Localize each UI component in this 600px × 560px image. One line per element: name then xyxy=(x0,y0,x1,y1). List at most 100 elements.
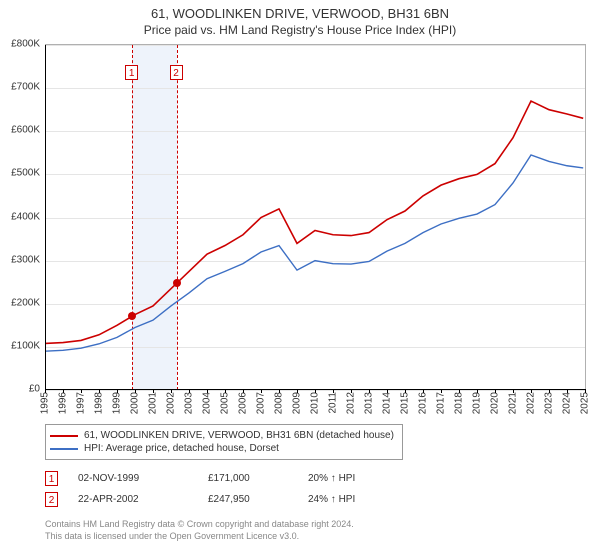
sale-event-row: 1 02-NOV-1999 £171,000 20% ↑ HPI xyxy=(45,468,355,489)
series-hpi-line xyxy=(45,155,583,351)
y-tick-label: £500K xyxy=(0,168,40,179)
x-tick-label: 2014 xyxy=(382,392,393,414)
x-tick-mark xyxy=(369,389,370,393)
x-tick-mark xyxy=(477,389,478,393)
x-tick-label: 2025 xyxy=(580,392,591,414)
x-tick-mark xyxy=(333,389,334,393)
x-tick-label: 2024 xyxy=(562,392,573,414)
x-tick-mark xyxy=(315,389,316,393)
chart-container: 61, WOODLINKEN DRIVE, VERWOOD, BH31 6BN … xyxy=(0,0,600,560)
x-tick-label: 2004 xyxy=(202,392,213,414)
x-tick-label: 2011 xyxy=(328,392,339,414)
x-tick-mark xyxy=(351,389,352,393)
x-tick-mark xyxy=(513,389,514,393)
x-tick-label: 2007 xyxy=(256,392,267,414)
sale-event-marker: 1 xyxy=(45,471,58,486)
y-tick-label: £400K xyxy=(0,211,40,222)
x-tick-label: 2006 xyxy=(238,392,249,414)
y-tick-label: £100K xyxy=(0,340,40,351)
x-tick-mark xyxy=(531,389,532,393)
y-tick-label: £600K xyxy=(0,125,40,136)
footnote-line: This data is licensed under the Open Gov… xyxy=(45,530,354,542)
x-tick-mark xyxy=(549,389,550,393)
y-tick-label: £200K xyxy=(0,297,40,308)
x-tick-mark xyxy=(81,389,82,393)
sale-event-delta: 20% ↑ HPI xyxy=(308,473,355,484)
x-tick-label: 2021 xyxy=(508,392,519,414)
x-tick-label: 1999 xyxy=(112,392,123,414)
x-tick-mark xyxy=(45,389,46,393)
x-tick-mark xyxy=(279,389,280,393)
x-tick-label: 2018 xyxy=(454,392,465,414)
sale-event-price: £247,950 xyxy=(208,494,288,505)
sale-event-price: £171,000 xyxy=(208,473,288,484)
x-tick-label: 1996 xyxy=(58,392,69,414)
sale-events-table: 1 02-NOV-1999 £171,000 20% ↑ HPI 2 22-APR-200… xyxy=(45,468,355,510)
sale-event-date: 22-APR-2002 xyxy=(78,494,188,505)
x-tick-label: 2019 xyxy=(472,392,483,414)
x-tick-label: 2005 xyxy=(220,392,231,414)
chart-subtitle: Price paid vs. HM Land Registry's House … xyxy=(0,21,600,41)
x-tick-label: 2002 xyxy=(166,392,177,414)
legend-label: 61, WOODLINKEN DRIVE, VERWOOD, BH31 6BN … xyxy=(84,430,394,441)
x-tick-mark xyxy=(243,389,244,393)
x-tick-label: 1995 xyxy=(40,392,51,414)
footnote: Contains HM Land Registry data © Crown c… xyxy=(45,518,354,542)
legend-label: HPI: Average price, detached house, Dors… xyxy=(84,443,279,454)
x-tick-label: 2013 xyxy=(364,392,375,414)
series-property-line xyxy=(45,101,583,343)
x-tick-label: 2010 xyxy=(310,392,321,414)
x-tick-label: 2003 xyxy=(184,392,195,414)
x-tick-mark xyxy=(63,389,64,393)
x-tick-label: 2009 xyxy=(292,392,303,414)
series-svg xyxy=(45,45,585,390)
x-tick-mark xyxy=(225,389,226,393)
x-tick-label: 2017 xyxy=(436,392,447,414)
x-tick-mark xyxy=(189,389,190,393)
x-tick-mark xyxy=(423,389,424,393)
y-axis-line xyxy=(45,45,46,390)
x-tick-label: 2008 xyxy=(274,392,285,414)
x-tick-label: 2001 xyxy=(148,392,159,414)
x-tick-label: 2022 xyxy=(526,392,537,414)
x-tick-mark xyxy=(207,389,208,393)
x-tick-label: 2023 xyxy=(544,392,555,414)
x-tick-mark xyxy=(495,389,496,393)
sale-event-date: 02-NOV-1999 xyxy=(78,473,188,484)
footnote-line: Contains HM Land Registry data © Crown c… xyxy=(45,518,354,530)
legend-swatch xyxy=(50,448,78,450)
y-tick-label: £0 xyxy=(0,384,40,395)
x-tick-mark xyxy=(261,389,262,393)
legend: 61, WOODLINKEN DRIVE, VERWOOD, BH31 6BN … xyxy=(45,424,403,460)
x-tick-label: 2016 xyxy=(418,392,429,414)
legend-swatch xyxy=(50,435,78,437)
x-tick-mark xyxy=(99,389,100,393)
x-tick-label: 1997 xyxy=(76,392,87,414)
x-tick-mark xyxy=(405,389,406,393)
y-tick-label: £700K xyxy=(0,82,40,93)
x-tick-mark xyxy=(171,389,172,393)
legend-item: HPI: Average price, detached house, Dors… xyxy=(50,442,394,455)
x-tick-mark xyxy=(441,389,442,393)
x-tick-mark xyxy=(387,389,388,393)
x-tick-mark xyxy=(117,389,118,393)
x-tick-mark xyxy=(459,389,460,393)
x-tick-mark xyxy=(135,389,136,393)
sale-event-marker: 2 xyxy=(45,492,58,507)
sale-event-row: 2 22-APR-2002 £247,950 24% ↑ HPI xyxy=(45,489,355,510)
x-tick-mark xyxy=(567,389,568,393)
x-tick-mark xyxy=(585,389,586,393)
x-tick-label: 2020 xyxy=(490,392,501,414)
x-tick-mark xyxy=(297,389,298,393)
x-tick-mark xyxy=(153,389,154,393)
x-tick-label: 2000 xyxy=(130,392,141,414)
chart-title: 61, WOODLINKEN DRIVE, VERWOOD, BH31 6BN xyxy=(0,0,600,21)
x-tick-label: 2015 xyxy=(400,392,411,414)
y-tick-label: £800K xyxy=(0,39,40,50)
y-tick-label: £300K xyxy=(0,254,40,265)
plot-area: 12 xyxy=(45,44,586,390)
x-tick-label: 2012 xyxy=(346,392,357,414)
x-tick-label: 1998 xyxy=(94,392,105,414)
sale-event-delta: 24% ↑ HPI xyxy=(308,494,355,505)
legend-item: 61, WOODLINKEN DRIVE, VERWOOD, BH31 6BN … xyxy=(50,429,394,442)
